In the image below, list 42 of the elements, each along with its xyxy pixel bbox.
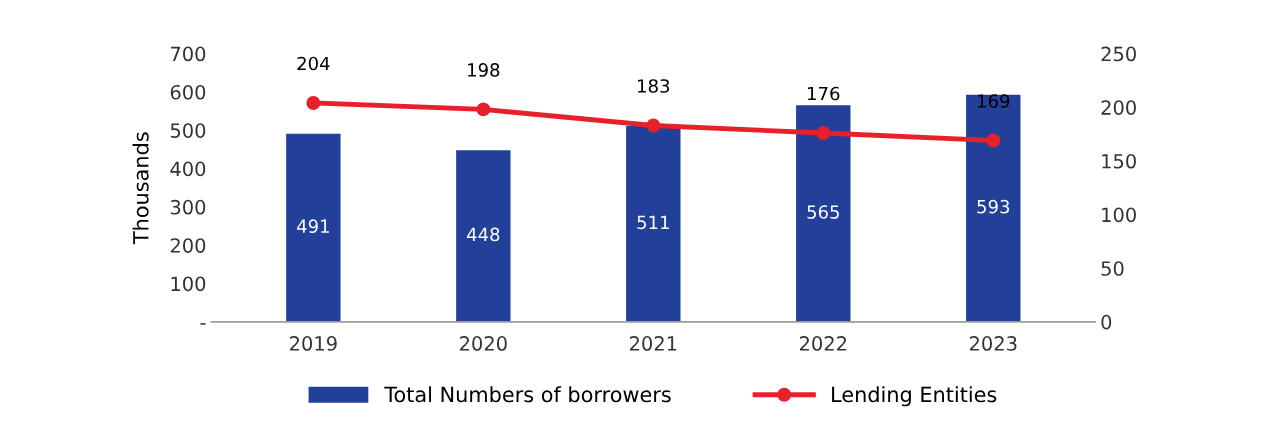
- data-label: 593: [977, 199, 1010, 214]
- data-label: 204: [297, 56, 330, 71]
- y-tick-label: -: [200, 323, 206, 325]
- data-label: 198: [468, 63, 500, 77]
- x-tick-label: 2020: [460, 336, 507, 351]
- y-tick-label: 400: [170, 161, 206, 177]
- x-tick-label: 2021: [629, 336, 677, 351]
- y-tick-label: 500: [170, 123, 206, 138]
- y2-tick-label: 200: [1101, 100, 1136, 115]
- y-tick-label: 300: [170, 199, 206, 215]
- bar: [456, 150, 511, 322]
- x-tick-label: 2023: [969, 336, 1017, 351]
- point: [646, 118, 661, 133]
- data-label: 491: [297, 219, 329, 234]
- data-label: 511: [637, 215, 669, 230]
- y2-tick-label: 150: [1102, 153, 1136, 169]
- data-label: 169: [978, 94, 1010, 108]
- y-axis-title: Thousands: [132, 132, 149, 245]
- y-tick-label: 200: [170, 238, 206, 253]
- bar: [626, 126, 681, 322]
- point: [306, 96, 321, 110]
- point: [816, 126, 831, 140]
- y2-tick-label: 100: [1102, 207, 1136, 223]
- data-label: 565: [807, 205, 839, 219]
- x-tick-label: 2022: [799, 336, 847, 351]
- y2-tick-label: 250: [1101, 46, 1136, 62]
- y-tick-label: 600: [170, 84, 206, 100]
- data-label: 183: [638, 79, 670, 93]
- legend-label: Lending Entities: [832, 386, 997, 407]
- y-tick-label: 100: [171, 276, 206, 292]
- point: [476, 102, 491, 117]
- x-tick-label: 2019: [290, 336, 337, 351]
- y2-tick-label: 0: [1101, 314, 1112, 330]
- y2-tick-label: 50: [1101, 261, 1124, 276]
- point: [986, 133, 1001, 148]
- y-tick-label: 700: [170, 46, 206, 62]
- legend-label: Total Numbers of borrowers: [384, 386, 671, 403]
- data-label: 448: [466, 227, 500, 242]
- bar: [966, 94, 1021, 322]
- bar: [286, 133, 341, 322]
- bar: [796, 105, 851, 322]
- data-label: 176: [808, 86, 840, 101]
